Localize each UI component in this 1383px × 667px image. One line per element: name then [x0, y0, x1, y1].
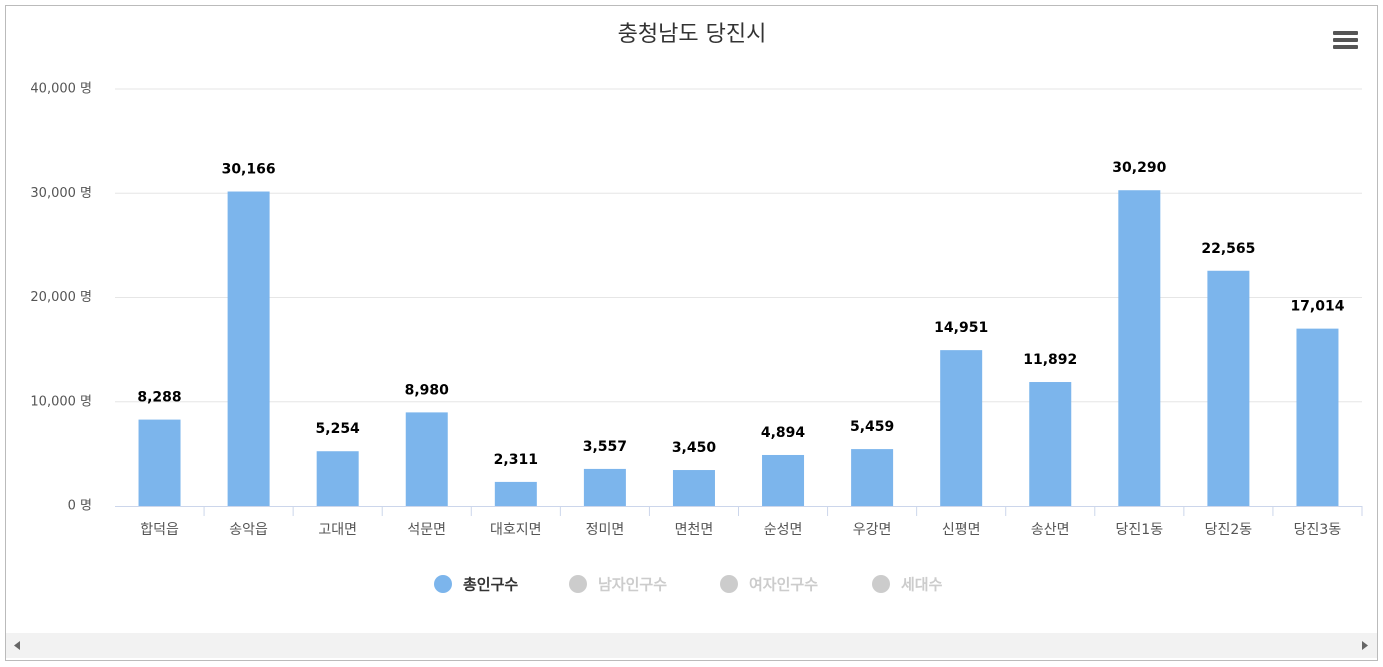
legend-label[interactable]: 여자인구수	[749, 576, 818, 594]
data-label: 5,459	[850, 419, 894, 435]
bar	[405, 412, 448, 506]
x-tick-label: 당진2동	[1205, 522, 1253, 538]
legend-marker[interactable]	[720, 575, 738, 593]
data-label: 8,980	[405, 382, 450, 398]
legend-label[interactable]: 총인구수	[463, 576, 518, 594]
legend-marker[interactable]	[434, 575, 452, 593]
bar	[138, 419, 181, 506]
bar	[672, 470, 715, 506]
data-label: 4,894	[761, 425, 806, 441]
x-tick-label: 석문면	[407, 522, 446, 538]
legend-label[interactable]: 남자인구수	[598, 576, 667, 594]
bar	[940, 350, 983, 506]
data-label: 30,290	[1112, 160, 1166, 176]
menu-bar	[1333, 38, 1358, 42]
data-label: 30,166	[222, 162, 276, 178]
x-tick-label: 면천면	[675, 522, 714, 538]
x-tick-label: 당진1동	[1116, 522, 1164, 538]
legend-label[interactable]: 세대수	[901, 576, 943, 594]
data-label: 3,450	[672, 440, 717, 456]
y-tick-label: 20,000 명	[30, 290, 92, 305]
y-tick-label: 10,000 명	[30, 394, 92, 409]
data-label: 2,311	[494, 452, 538, 468]
menu-bar	[1333, 45, 1358, 49]
menu-button[interactable]	[1333, 31, 1358, 49]
scroll-left[interactable]	[14, 641, 20, 650]
x-tick-label: 대호지면	[490, 522, 542, 538]
bar	[1029, 382, 1072, 506]
y-tick-label: 40,000 명	[30, 82, 92, 97]
x-tick-label: 고대면	[318, 522, 357, 538]
bar	[1207, 270, 1250, 506]
data-label: 22,565	[1201, 241, 1255, 257]
x-tick-label: 송악읍	[229, 522, 268, 538]
chart-title: 충청남도 당진시	[618, 22, 767, 47]
legend-marker[interactable]	[569, 575, 587, 593]
legend-marker[interactable]	[872, 575, 890, 593]
x-tick-label: 순성면	[764, 522, 803, 538]
x-tick-label: 당진3동	[1294, 522, 1342, 538]
bar	[494, 481, 537, 506]
x-tick-label: 신평면	[942, 522, 981, 538]
bar	[1118, 190, 1161, 506]
x-tick-label: 정미면	[586, 522, 625, 538]
bar	[762, 454, 805, 506]
data-label: 11,892	[1023, 352, 1077, 368]
frame	[5, 5, 1378, 661]
bar	[227, 191, 270, 506]
bar	[851, 449, 894, 506]
data-label: 3,557	[583, 439, 627, 455]
data-label: 17,014	[1290, 299, 1344, 315]
y-tick-label: 30,000 명	[30, 186, 92, 201]
bar	[316, 451, 359, 506]
data-label: 14,951	[934, 320, 988, 336]
y-tick-label: 0 명	[68, 499, 92, 514]
x-tick-label: 송산면	[1031, 522, 1070, 538]
bar	[1296, 328, 1339, 506]
x-tick-label: 우강면	[853, 522, 892, 538]
scrollbar[interactable]	[6, 633, 1377, 658]
menu-bar	[1333, 31, 1358, 35]
data-label: 8,288	[137, 390, 181, 406]
bar	[583, 468, 626, 506]
scroll-right[interactable]	[1362, 641, 1368, 650]
data-label: 5,254	[316, 421, 361, 437]
x-tick-label: 합덕읍	[140, 522, 179, 538]
